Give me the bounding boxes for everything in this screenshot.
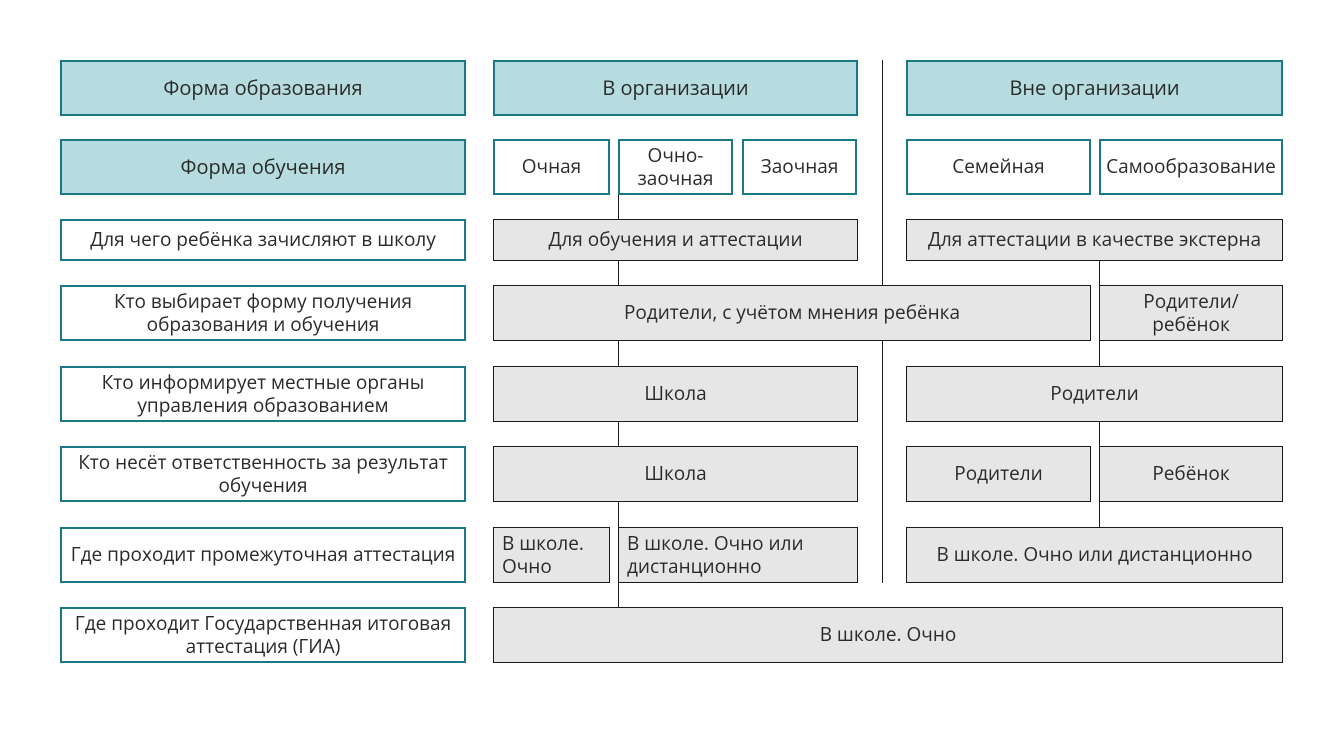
connector-right-a (1099, 261, 1100, 285)
r3-left: Для чего ребёнка зачисляют в школу (60, 219, 466, 261)
r6-right-0: Родители (906, 446, 1091, 502)
r6-right-1: Ребёнок (1099, 446, 1283, 502)
r7-right: В школе. Очно или дистанционно (906, 527, 1283, 583)
r2-mid-1: Очно-заочная (618, 139, 733, 195)
r7-mid-1: В школе. Очно или дистанционно (618, 527, 858, 583)
r1-right: Вне организации (906, 60, 1283, 116)
r3-right: Для аттестации в качестве экстерна (906, 219, 1283, 261)
r2-right-1: Самообразование (1099, 139, 1283, 195)
r5-right: Родители (906, 366, 1283, 422)
r7-mid-0: В школе. Очно (493, 527, 610, 583)
connector-right-b (1099, 341, 1100, 366)
r6-mid: Школа (493, 446, 858, 502)
r5-mid: Школа (493, 366, 858, 422)
r4-col5: Родители/ребёнок (1099, 285, 1283, 341)
r6-left: Кто несёт ответственность за результат о… (60, 446, 466, 502)
r8-left: Где проходит Государственная итоговая ат… (60, 607, 466, 663)
r4-wide: Родители, с учётом мнения ребёнка (493, 285, 1091, 341)
r1-left: Форма образования (60, 60, 466, 116)
r4-left: Кто выбирает форму получения образования… (60, 285, 466, 341)
diagram-canvas: Форма образования В организации Вне орга… (0, 0, 1335, 748)
r7-left: Где проходит промежуточная аттестация (60, 527, 466, 583)
r3-mid: Для обучения и аттестации (493, 219, 858, 261)
r2-right-0: Семейная (906, 139, 1091, 195)
r8-full: В школе. Очно (493, 607, 1283, 663)
connector-mid-b (618, 583, 619, 607)
r2-mid-2: Заочная (742, 139, 857, 195)
r2-left: Форма обучения (60, 139, 466, 195)
r5-left: Кто информирует местные органы управлени… (60, 366, 466, 422)
r1-mid: В организации (493, 60, 858, 116)
connector-mid-a (618, 195, 619, 219)
r2-mid-0: Очная (493, 139, 610, 195)
